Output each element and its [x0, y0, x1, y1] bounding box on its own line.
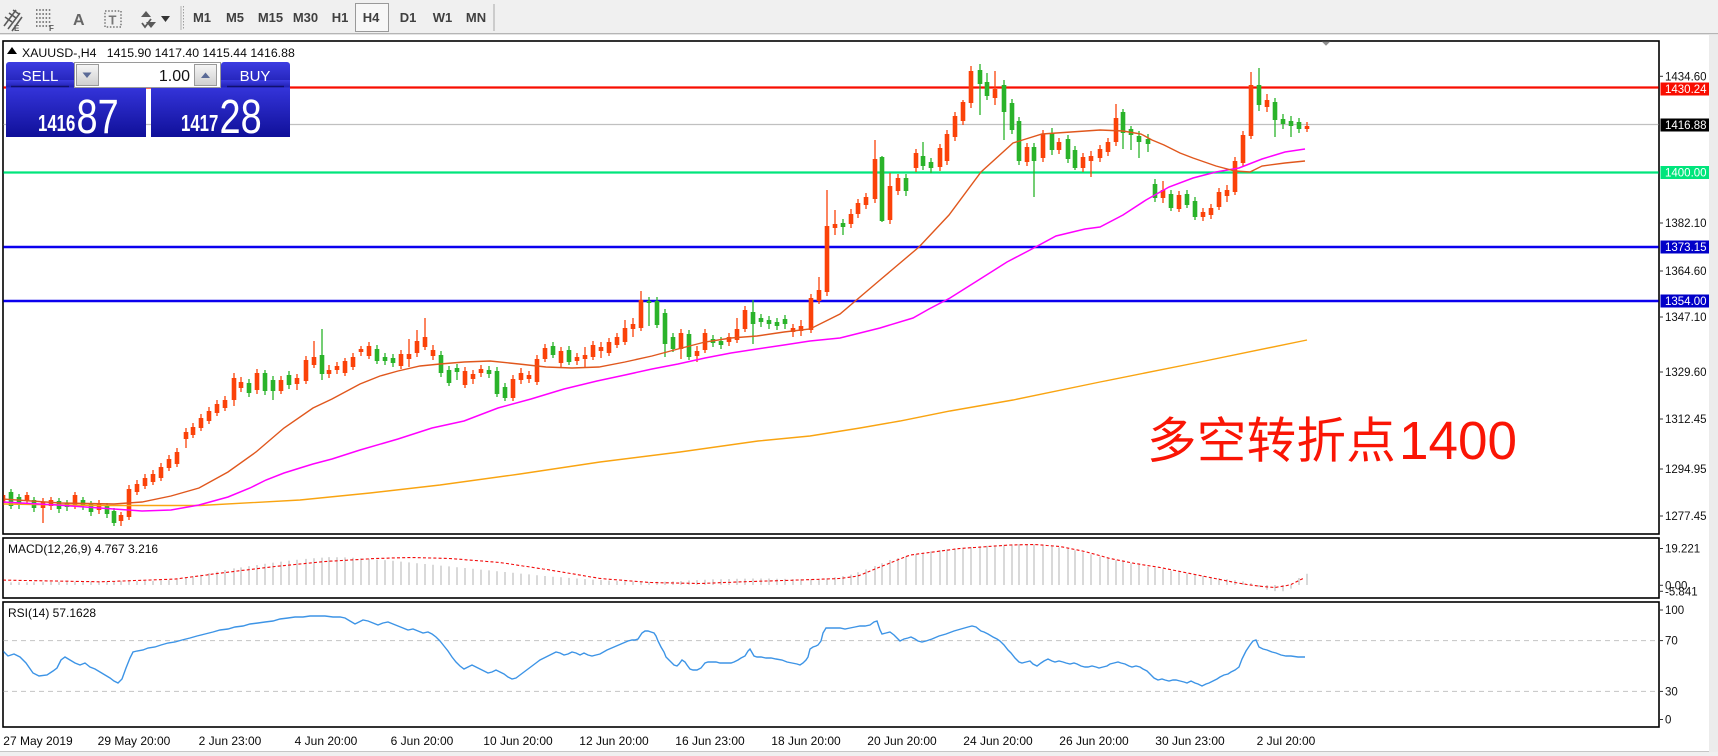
svg-text:1416.88: 1416.88 — [1665, 120, 1707, 132]
svg-text:1354.00: 1354.00 — [1665, 296, 1707, 308]
svg-text:H4: H4 — [363, 10, 380, 25]
svg-text:30 Jun 23:00: 30 Jun 23:00 — [1155, 734, 1225, 748]
svg-text:1400: 1400 — [1399, 411, 1517, 471]
svg-text:1364.60: 1364.60 — [1665, 266, 1707, 278]
svg-text:30: 30 — [1665, 686, 1678, 698]
svg-text:1430.24: 1430.24 — [1665, 84, 1707, 96]
svg-text:29 May 20:00: 29 May 20:00 — [98, 734, 171, 748]
svg-text:1417: 1417 — [181, 112, 218, 137]
svg-text:A: A — [73, 12, 85, 29]
svg-text:100: 100 — [1665, 605, 1684, 617]
svg-text:2 Jun 23:00: 2 Jun 23:00 — [199, 734, 262, 748]
svg-text:1400.00: 1400.00 — [1665, 168, 1707, 180]
svg-text:87: 87 — [77, 91, 119, 144]
svg-text:M30: M30 — [293, 10, 318, 25]
svg-text:19.221: 19.221 — [1665, 544, 1700, 556]
svg-text:SELL: SELL — [22, 68, 59, 85]
svg-text:27 May 2019: 27 May 2019 — [3, 734, 73, 748]
svg-text:12 Jun 20:00: 12 Jun 20:00 — [579, 734, 649, 748]
svg-text:M1: M1 — [193, 10, 211, 25]
svg-text:MN: MN — [466, 10, 486, 25]
svg-text:-5.841: -5.841 — [1665, 586, 1698, 598]
svg-text:XAUUSD-,H4 1415.90 1417.40 1: XAUUSD-,H4 1415.90 1417.40 1415.44 1416.… — [22, 46, 295, 60]
svg-text:MACD(12,26,9) 4.767 3.216: MACD(12,26,9) 4.767 3.216 — [8, 542, 158, 556]
svg-text:1312.45: 1312.45 — [1665, 414, 1707, 426]
svg-text:0.00: 0.00 — [1665, 580, 1687, 592]
svg-text:70: 70 — [1665, 636, 1678, 648]
svg-text:H1: H1 — [332, 10, 349, 25]
svg-text:1382.10: 1382.10 — [1665, 218, 1707, 230]
svg-text:10 Jun 20:00: 10 Jun 20:00 — [483, 734, 553, 748]
svg-text:D1: D1 — [400, 10, 417, 25]
svg-text:1277.45: 1277.45 — [1665, 511, 1707, 523]
svg-text:M15: M15 — [258, 10, 283, 25]
svg-text:0: 0 — [1665, 715, 1671, 727]
svg-text:1373.15: 1373.15 — [1665, 242, 1707, 254]
svg-text:1347.10: 1347.10 — [1665, 312, 1707, 324]
svg-text:W1: W1 — [433, 10, 453, 25]
svg-text:18 Jun 20:00: 18 Jun 20:00 — [771, 734, 841, 748]
svg-text:BUY: BUY — [240, 68, 271, 85]
svg-text:4 Jun 20:00: 4 Jun 20:00 — [295, 734, 358, 748]
svg-text:1329.60: 1329.60 — [1665, 367, 1707, 379]
svg-text:1434.60: 1434.60 — [1665, 71, 1707, 83]
svg-text:16 Jun 23:00: 16 Jun 23:00 — [675, 734, 745, 748]
svg-text:26 Jun 20:00: 26 Jun 20:00 — [1059, 734, 1129, 748]
svg-text:F: F — [49, 24, 54, 33]
svg-text:2 Jul 20:00: 2 Jul 20:00 — [1257, 734, 1316, 748]
svg-text:1294.95: 1294.95 — [1665, 464, 1707, 476]
svg-text:1.00: 1.00 — [159, 68, 190, 85]
svg-text:20 Jun 20:00: 20 Jun 20:00 — [867, 734, 937, 748]
svg-text:6 Jun 20:00: 6 Jun 20:00 — [391, 734, 454, 748]
svg-text:24 Jun 20:00: 24 Jun 20:00 — [963, 734, 1033, 748]
svg-text:28: 28 — [220, 91, 262, 144]
svg-text:T: T — [109, 13, 117, 28]
svg-text:1416: 1416 — [38, 112, 75, 137]
svg-text:M5: M5 — [226, 10, 244, 25]
svg-text:RSI(14) 57.1628: RSI(14) 57.1628 — [8, 606, 96, 620]
svg-text:E: E — [14, 24, 20, 33]
